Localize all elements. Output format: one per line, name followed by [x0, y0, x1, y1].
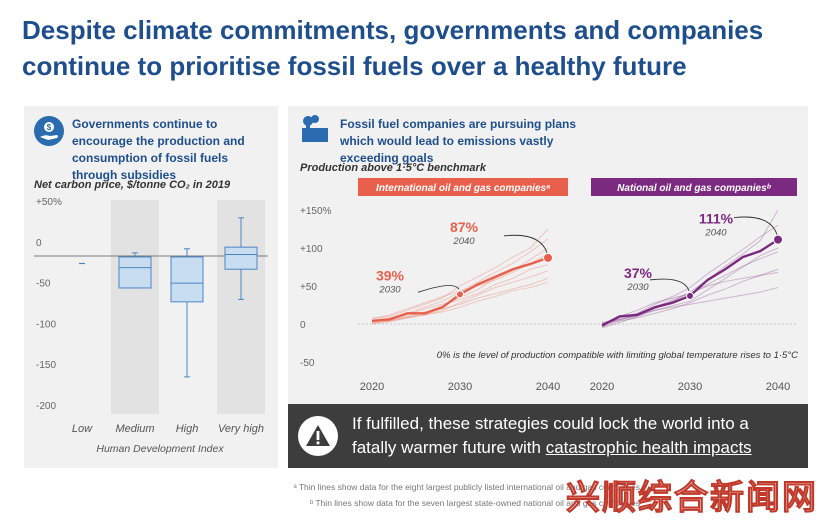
annotation-point	[773, 234, 783, 245]
money-hand-icon: $	[34, 116, 64, 146]
footnote-a: ᵃ Thin lines show data for the eight lar…	[293, 482, 640, 492]
line-ytick: +150%	[300, 206, 332, 217]
boxplot-xtick: High	[176, 423, 199, 435]
boxplot-ytick: -200	[36, 401, 56, 412]
line-xtick: 2030	[678, 381, 702, 393]
annotation-point	[543, 252, 553, 263]
production-charts: +150% +100 +50 0 -50 International oil and g…	[300, 178, 798, 393]
warning-box: If fulfilled, these strategies could loc…	[288, 404, 808, 468]
boxplot-box	[118, 256, 152, 289]
page-title: Despite climate commitments, governments…	[22, 15, 764, 81]
line-xtick: 2020	[360, 381, 384, 393]
companies-panel: Fossil fuel companies are pursuing plans…	[288, 106, 808, 404]
intl-header-label: International oil and gas companiesᵃ	[376, 183, 550, 194]
line-ytick: +50	[300, 282, 317, 293]
line-ytick: 0	[300, 320, 306, 331]
boxplot-box	[224, 246, 258, 270]
line-xtick: 2030	[448, 381, 472, 393]
thin-company-line	[371, 281, 549, 323]
thin-company-line	[601, 247, 779, 325]
svg-text:$: $	[47, 123, 52, 132]
line-xtick: 2020	[590, 381, 614, 393]
annotation-point	[686, 291, 694, 300]
natl-header-label: National oil and gas companiesᵇ	[617, 183, 771, 194]
annotation-value: 39%	[376, 267, 405, 283]
annotation-value: 87%	[450, 219, 479, 235]
footnote-b: ᵇ Thin lines show data for the seven lar…	[309, 498, 640, 508]
line-ytick: +100	[300, 244, 323, 255]
boxplot-xtick: Very high	[218, 423, 264, 435]
line-xtick: 2040	[536, 381, 560, 393]
thin-company-line	[371, 270, 549, 325]
boxplot-xtick: Low	[72, 423, 93, 435]
natl-header-bar	[591, 178, 797, 196]
annotation-year: 2040	[452, 236, 475, 247]
benchmark-note: 0% is the level of production compatible…	[437, 350, 798, 361]
carbon-price-chart: Net carbon price, $/tonne CO₂ in 2019 +5…	[34, 179, 268, 455]
companies-subtitle: Production above 1·5°C benchmark	[300, 162, 486, 174]
line-xtick: 2040	[766, 381, 790, 393]
boxplot-ytick: -150	[36, 360, 56, 371]
boxplot-xtick: Medium	[115, 423, 154, 435]
annotation-point	[456, 290, 464, 299]
warning-triangle-icon	[298, 416, 338, 456]
boxplot-xlabel: Human Development Index	[96, 443, 224, 455]
annotation-arrow	[733, 216, 778, 235]
watermark: 兴顺综合新闻网	[566, 479, 818, 518]
annotation-value: 111%	[699, 211, 734, 227]
warning-line-2-prefix: fatally warmer future with	[352, 438, 546, 457]
line-ytick: -50	[300, 358, 315, 369]
subsidies-heading: Governments continue to encourage the pr…	[72, 117, 245, 182]
factory-smokestack-icon	[298, 114, 332, 144]
companies-heading: Fossil fuel companies are pursuing plans…	[340, 117, 577, 165]
annotation-year: 2040	[704, 228, 727, 239]
boxplot-box	[170, 256, 204, 303]
thin-company-line	[371, 228, 549, 319]
thin-company-line	[601, 268, 779, 324]
thin-company-line	[371, 277, 549, 323]
annotation-arrow	[417, 285, 460, 293]
subsidies-panel: $ Governments continue to encourage the …	[24, 106, 278, 468]
boxplot-ytick: +50%	[36, 197, 62, 208]
boxplot-ytick: 0	[36, 238, 42, 249]
boxplot-ytick: -50	[36, 279, 51, 290]
annotation-arrow	[649, 278, 690, 292]
warning-line-2: fatally warmer future with catastrophic …	[352, 438, 752, 458]
boxplot-title: Net carbon price, $/tonne CO₂ in 2019	[34, 179, 231, 191]
annotation-arrow	[503, 234, 548, 254]
shade-medium	[111, 200, 159, 414]
annotation-year: 2030	[378, 284, 401, 295]
intl-header-bar	[358, 178, 568, 196]
boxplot-ytick: -100	[36, 319, 56, 330]
warning-line-1: If fulfilled, these strategies could loc…	[352, 414, 749, 433]
annotation-year: 2030	[626, 282, 649, 293]
annotation-value: 37%	[624, 265, 653, 281]
health-impacts-link[interactable]: catastrophic health impacts	[545, 438, 752, 457]
